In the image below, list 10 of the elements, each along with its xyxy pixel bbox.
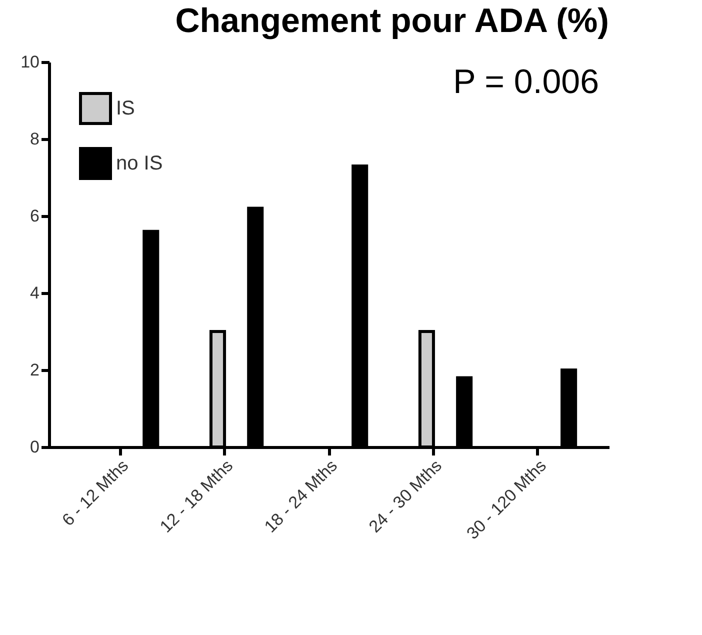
legend-label: IS [116,98,135,120]
y-tick-label: 6 [30,206,40,226]
annotation: P = 0.006 [453,63,599,101]
y-tick-label: 2 [30,360,40,380]
y-tick-label: 0 [30,438,40,456]
chart-title: Changement pour ADA (%) [175,2,609,40]
y-tick-label: 8 [30,130,40,148]
y-tick-label: 10 [20,52,40,72]
y-tick-label: 4 [30,284,40,302]
legend-label: no IS [116,152,163,174]
